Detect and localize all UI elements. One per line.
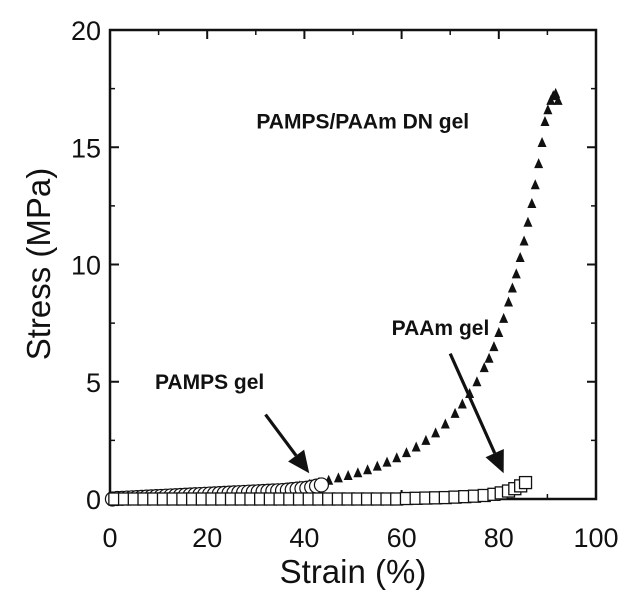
annotation-label: PAMPS/PAAm DN gel xyxy=(256,110,469,133)
data-point-triangle xyxy=(411,441,421,452)
y-tick-label: 10 xyxy=(71,251,101,281)
data-point-triangle xyxy=(431,427,441,438)
x-tick-label: 60 xyxy=(387,523,417,553)
data-point-triangle xyxy=(457,398,467,409)
annotations: PAMPS/PAAm DN gel PAMPS gel PAAm gel xyxy=(155,110,504,474)
y-tick-label: 5 xyxy=(86,368,101,398)
data-point-triangle xyxy=(479,362,489,373)
data-point-triangle xyxy=(489,341,499,352)
data-point-triangle xyxy=(534,158,544,169)
data-point-triangle xyxy=(504,296,514,307)
data-point-triangle xyxy=(343,470,353,481)
data-series xyxy=(104,87,563,507)
data-point-triangle xyxy=(543,104,553,115)
arrow-shaft xyxy=(264,413,298,457)
arrow-head xyxy=(485,449,504,474)
series-2 xyxy=(108,475,533,506)
x-axis-label: Strain (%) xyxy=(280,553,427,590)
data-point-triangle xyxy=(553,94,563,105)
data-point-triangle xyxy=(382,456,392,467)
data-point-triangle xyxy=(392,452,402,463)
data-point-triangle xyxy=(511,268,521,279)
x-tick-label: 0 xyxy=(102,523,117,553)
x-tick-label: 100 xyxy=(573,523,618,553)
axis-ticks xyxy=(109,29,597,500)
x-tick-label: 20 xyxy=(192,523,222,553)
y-tick-label: 15 xyxy=(71,133,101,163)
data-point-square xyxy=(518,475,533,490)
data-point-triangle xyxy=(540,115,550,126)
data-point-triangle xyxy=(333,472,343,483)
data-point-triangle xyxy=(523,216,533,227)
data-point-triangle xyxy=(450,407,460,418)
data-point-triangle xyxy=(472,376,482,387)
data-point-triangle xyxy=(537,137,547,148)
data-point-triangle xyxy=(530,179,540,190)
x-tick-label: 40 xyxy=(289,523,319,553)
plot-frame xyxy=(108,28,598,501)
arrow-head xyxy=(288,449,310,474)
y-tick-label: 0 xyxy=(86,485,101,515)
y-tick-label: 20 xyxy=(71,16,101,46)
data-point-triangle xyxy=(494,327,504,338)
data-point-triangle xyxy=(363,464,373,475)
annotation-label: PAMPS gel xyxy=(155,371,264,394)
data-point-triangle xyxy=(440,418,450,429)
data-point-triangle xyxy=(484,352,494,363)
data-point-triangle xyxy=(515,251,525,262)
tick-labels: 0 20 40 60 80 100 0 5 10 15 20 xyxy=(71,16,619,553)
data-point-circle xyxy=(313,477,330,493)
annotation-arrow xyxy=(264,413,310,474)
annotation-label: PAAm gel xyxy=(392,317,490,340)
data-point-triangle xyxy=(401,447,411,458)
data-point-triangle xyxy=(372,460,382,471)
data-point-triangle xyxy=(421,434,431,445)
data-point-triangle xyxy=(527,198,537,209)
y-axis-label: Stress (MPa) xyxy=(20,168,57,361)
data-point-triangle xyxy=(519,235,529,246)
data-point-triangle xyxy=(499,312,509,323)
annotation-arrow xyxy=(448,352,504,474)
data-point-triangle xyxy=(353,467,363,478)
x-tick-label: 80 xyxy=(484,523,514,553)
series-0 xyxy=(110,87,563,504)
arrow-shaft xyxy=(448,352,497,454)
data-point-triangle xyxy=(507,282,517,293)
